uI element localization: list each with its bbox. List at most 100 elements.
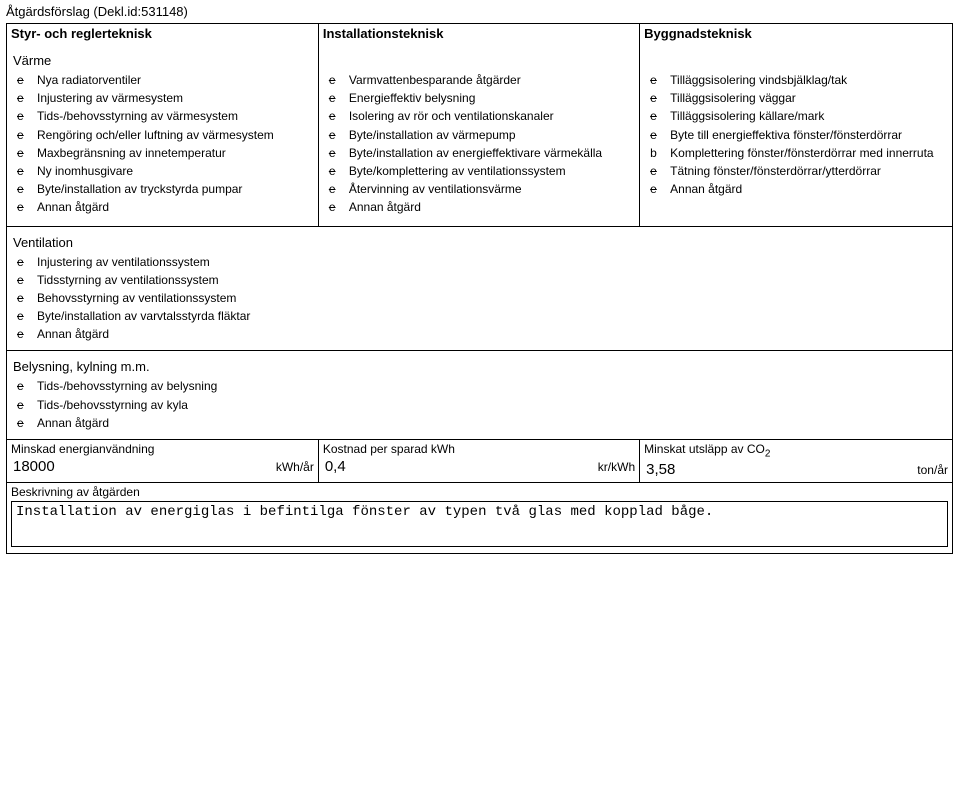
bygg-label: Tätning fönster/fönsterdörrar/ytterdörra… <box>670 163 948 179</box>
varme-item[interactable]: eTids-/behovsstyrning av värmesystem <box>17 108 314 124</box>
radio-icon: e <box>17 415 29 431</box>
varme-item[interactable]: eAnnan åtgärd <box>17 199 314 215</box>
radio-icon: e <box>17 397 29 413</box>
install-item[interactable]: e Annan åtgärd <box>329 199 635 215</box>
radio-icon: e <box>650 90 662 106</box>
ventilation-item[interactable]: eByte/installation av varvtalsstyrda flä… <box>17 308 948 324</box>
metrics-row: Minskad energianvändning 18000 kWh/år Ko… <box>7 439 952 482</box>
varme-item[interactable]: eNya radiatorventiler <box>17 72 314 88</box>
install-item[interactable]: e Återvinning av ventilationsvärme <box>329 181 635 197</box>
col-header-styr: Styr- och reglerteknisk <box>7 24 319 43</box>
varme-item[interactable]: e Rengöring och/eller luftning av värmesy… <box>17 127 314 143</box>
bygg-item[interactable]: e Tilläggsisolering källare/mark <box>650 108 948 124</box>
energy-unit: kWh/år <box>276 460 314 474</box>
install-item[interactable]: eByte/installation av energieffektivare … <box>329 145 635 161</box>
co2-label: Minskat utsläpp av CO2 <box>644 442 948 459</box>
belysning-label: Tids-/behovsstyrning av belysning <box>37 378 948 394</box>
install-item[interactable]: e Byte/installation av värmepump <box>329 127 635 143</box>
bygg-item-selected[interactable]: b Komplettering fönster/fönsterdörrar med… <box>650 145 948 161</box>
varme-label: Rengöring och/eller luftning av värmesys… <box>37 127 314 143</box>
varme-item[interactable]: eInjustering av värmesystem <box>17 90 314 106</box>
desc-text: Installation av energiglas i befintilga … <box>11 501 948 547</box>
radio-icon: e <box>329 127 341 143</box>
ventilation-label: Byte/installation av varvtalsstyrda fläk… <box>37 308 948 324</box>
belysning-item[interactable]: e Tids-/behovsstyrning av belysning <box>17 378 948 394</box>
install-item[interactable]: e Byte/komplettering av ventilationssyste… <box>329 163 635 179</box>
radio-icon: e <box>650 108 662 124</box>
radio-icon: e <box>650 181 662 197</box>
bygg-label: Tilläggsisolering källare/mark <box>670 108 948 124</box>
bygg-item[interactable]: e Tilläggsisolering väggar <box>650 90 948 106</box>
radio-icon: e <box>17 378 29 394</box>
cost-unit: kr/kWh <box>598 460 635 474</box>
varme-label: Maxbegränsning av innetemperatur <box>37 145 314 161</box>
energy-value: 18000 <box>11 458 57 475</box>
varme-label: Ny inomhusgivare <box>37 163 314 179</box>
varme-label: Annan åtgärd <box>37 199 314 215</box>
bygg-label: Tilläggsisolering väggar <box>670 90 948 106</box>
install-label: Byte/installation av värmepump <box>349 127 635 143</box>
radio-icon: e <box>17 145 29 161</box>
install-label: Isolering av rör och ventilationskanaler <box>349 108 635 124</box>
cell-install: eVarmvattenbesparande åtgärder eEnergief… <box>319 43 640 226</box>
belysning-item[interactable]: e Annan åtgärd <box>17 415 948 431</box>
belysning-label: Annan åtgärd <box>37 415 948 431</box>
bygg-item[interactable]: eByte till energieffektiva fönster/fönst… <box>650 127 948 143</box>
bygg-label: Komplettering fönster/fönsterdörrar med … <box>670 145 948 161</box>
radio-icon: e <box>17 127 29 143</box>
cell-bygg: eTilläggsisolering vindsbjälklag/tak eTi… <box>640 43 952 226</box>
radio-icon: e <box>650 163 662 179</box>
install-item[interactable]: eVarmvattenbesparande åtgärder <box>329 72 635 88</box>
ventilation-label: Annan åtgärd <box>37 326 948 342</box>
radio-icon: e <box>17 254 29 270</box>
description-section: Beskrivning av åtgärden Installation av … <box>7 482 952 553</box>
bygg-label: Annan åtgärd <box>670 181 948 197</box>
cell-varme: Värme eNya radiatorventiler eInjustering… <box>7 43 319 226</box>
radio-icon: e <box>329 181 341 197</box>
radio-icon: e <box>17 163 29 179</box>
page-header: Åtgärdsförslag (Dekl.id:531148) <box>6 4 953 19</box>
radio-icon: e <box>17 90 29 106</box>
desc-label: Beskrivning av åtgärden <box>11 485 948 499</box>
belysning-item[interactable]: e Tids-/behovsstyrning av kyla <box>17 397 948 413</box>
varme-label: Tids-/behovsstyrning av värmesystem <box>37 108 314 124</box>
install-label: Annan åtgärd <box>349 199 635 215</box>
column-header-row: Styr- och reglerteknisk Installationstek… <box>7 24 952 43</box>
metric-energy: Minskad energianvändning 18000 kWh/år <box>7 440 319 482</box>
install-label: Byte/komplettering av ventilationssystem <box>349 163 635 179</box>
ventilation-item[interactable]: e Injustering av ventilationssystem <box>17 254 948 270</box>
ventilation-item[interactable]: eTidsstyrning av ventilationssystem <box>17 272 948 288</box>
varme-item[interactable]: eByte/installation av tryckstyrda pumpar <box>17 181 314 197</box>
bygg-item[interactable]: e Annan åtgärd <box>650 181 948 197</box>
ventilation-title: Ventilation <box>13 235 948 250</box>
radio-icon: e <box>17 290 29 306</box>
belysning-section: Belysning, kylning m.m. eTids-/behovssty… <box>7 350 952 439</box>
main-table: Styr- och reglerteknisk Installationstek… <box>6 23 953 554</box>
bygg-label: Byte till energieffektiva fönster/fönste… <box>670 127 948 143</box>
radio-icon: e <box>17 326 29 342</box>
varme-item[interactable]: e Maxbegränsning av innetemperatur <box>17 145 314 161</box>
bygg-spacer <box>646 53 948 68</box>
varme-title: Värme <box>13 53 314 68</box>
col-header-install: Installationsteknisk <box>319 24 640 43</box>
ventilation-label: Injustering av ventilationssystem <box>37 254 948 270</box>
radio-selected-icon: b <box>650 145 662 161</box>
install-item[interactable]: eEnergieffektiv belysning <box>329 90 635 106</box>
radio-icon: e <box>329 163 341 179</box>
install-item[interactable]: eIsolering av rör och ventilationskanale… <box>329 108 635 124</box>
belysning-label: Tids-/behovsstyrning av kyla <box>37 397 948 413</box>
bygg-item[interactable]: eTilläggsisolering vindsbjälklag/tak <box>650 72 948 88</box>
ventilation-item[interactable]: e Annan åtgärd <box>17 326 948 342</box>
radio-icon: e <box>329 199 341 215</box>
ventilation-label: Behovsstyrning av ventilationssystem <box>37 290 948 306</box>
ventilation-item[interactable]: e Behovsstyrning av ventilationssystem <box>17 290 948 306</box>
install-label: Återvinning av ventilationsvärme <box>349 181 635 197</box>
bygg-item[interactable]: e Tätning fönster/fönsterdörrar/ytterdörr… <box>650 163 948 179</box>
co2-label-pre: Minskat utsläpp av CO <box>644 442 765 456</box>
metric-cost: Kostnad per sparad kWh 0,4 kr/kWh <box>319 440 640 482</box>
varme-label: Nya radiatorventiler <box>37 72 314 88</box>
co2-value: 3,58 <box>644 461 677 478</box>
energy-label: Minskad energianvändning <box>11 442 314 456</box>
varme-item[interactable]: e Ny inomhusgivare <box>17 163 314 179</box>
bygg-label: Tilläggsisolering vindsbjälklag/tak <box>670 72 948 88</box>
